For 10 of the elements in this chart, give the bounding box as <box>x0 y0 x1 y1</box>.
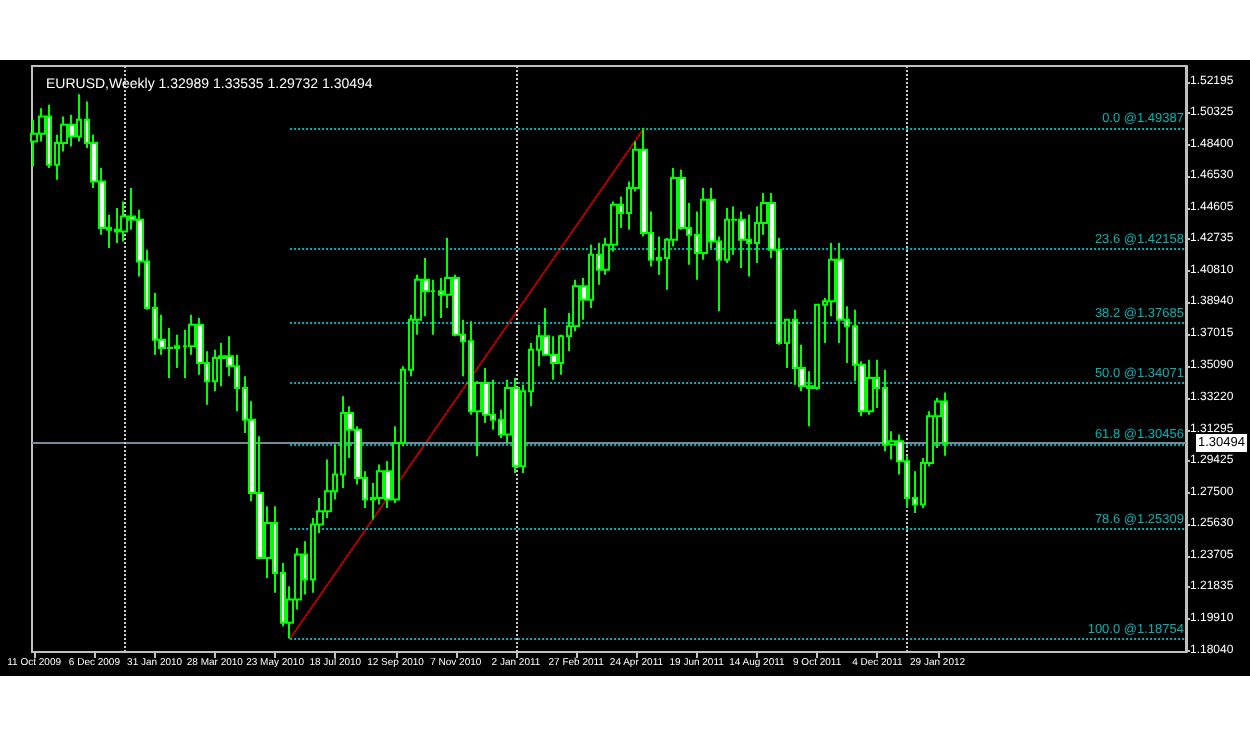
candlestick <box>76 93 82 143</box>
candlestick <box>738 210 746 270</box>
candlestick <box>792 308 798 386</box>
candlestick <box>746 213 752 278</box>
candlestick <box>512 376 520 474</box>
candlestick <box>218 342 226 388</box>
candlestick <box>866 358 874 416</box>
candlestick <box>942 391 948 457</box>
candlestick <box>882 368 888 453</box>
candlestick <box>114 207 120 245</box>
